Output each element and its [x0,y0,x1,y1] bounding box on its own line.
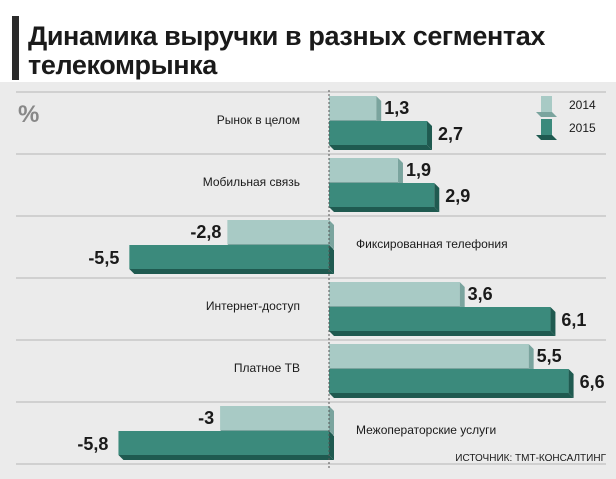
bar-2015-bottom [118,455,335,460]
legend-label-2015: 2015 [569,121,596,135]
bar-2015 [329,307,551,331]
category-label: Мобильная связь [203,175,300,189]
bar-2015 [329,121,428,145]
bar-2015-side [434,183,440,212]
legend-label-2014: 2014 [569,98,596,112]
value-label-2014: 1,9 [406,160,431,180]
bar-2015 [329,369,569,393]
bar-2014 [220,406,329,430]
bar-2015 [329,183,435,207]
category-label: Фиксированная телефония [356,237,508,251]
bar-2014-side [329,406,334,435]
bar-2015-side [329,245,334,274]
legend-swatch-2014 [541,96,552,112]
bar-2015-side [568,369,574,398]
value-label-2014: -3 [198,408,214,428]
bar-2014-side [329,220,334,249]
legend-swatch-shade-2015 [536,135,557,140]
value-label-2014: 1,3 [384,98,409,118]
unit-label: % [18,101,39,128]
bar-2015-side [427,121,433,150]
bar-2015-bottom [329,145,433,150]
bar-2014 [329,158,398,182]
value-label-2014: 3,6 [468,284,493,304]
value-label-2015: 6,6 [580,372,605,392]
bar-2014 [329,96,377,120]
chart-title: Динамика выручки в разных сегментах теле… [28,21,545,80]
bar-2015-bottom [329,331,556,336]
value-label-2015: 2,7 [438,124,463,144]
bar-2015-bottom [329,393,574,398]
bar-2014-side [459,282,465,311]
bar-2014-side [376,96,382,125]
value-label-2015: 2,9 [445,186,470,206]
legend-swatch-2015 [541,119,552,135]
title-accent-bar [12,16,19,80]
bar-2014 [329,344,529,368]
bar-2015-bottom [329,207,440,212]
title-band [0,0,616,82]
bar-2015-side [550,307,556,336]
category-label: Рынок в целом [217,113,300,127]
category-label: Межоператорские услуги [356,423,496,437]
category-label: Интернет-доступ [206,299,300,313]
bar-2015-bottom [129,269,334,274]
value-label-2015: 6,1 [561,310,586,330]
bar-2014 [227,220,329,244]
value-label-2014: -2,8 [190,222,221,242]
bar-2015 [118,431,330,455]
legend-swatch-shade-2014 [536,112,557,117]
value-label-2014: 5,5 [537,346,562,366]
value-label-2015: -5,5 [88,248,119,268]
bar-2014 [329,282,460,306]
bar-2015-side [329,431,334,460]
bar-2014-side [397,158,403,187]
category-label: Платное ТВ [234,361,300,375]
bar-2014-side [528,344,534,373]
value-label-2015: -5,8 [77,434,108,454]
source-note: ИСТОЧНИК: ТМТ-КОНСАЛТИНГ [455,453,606,464]
bar-2015 [129,245,329,269]
